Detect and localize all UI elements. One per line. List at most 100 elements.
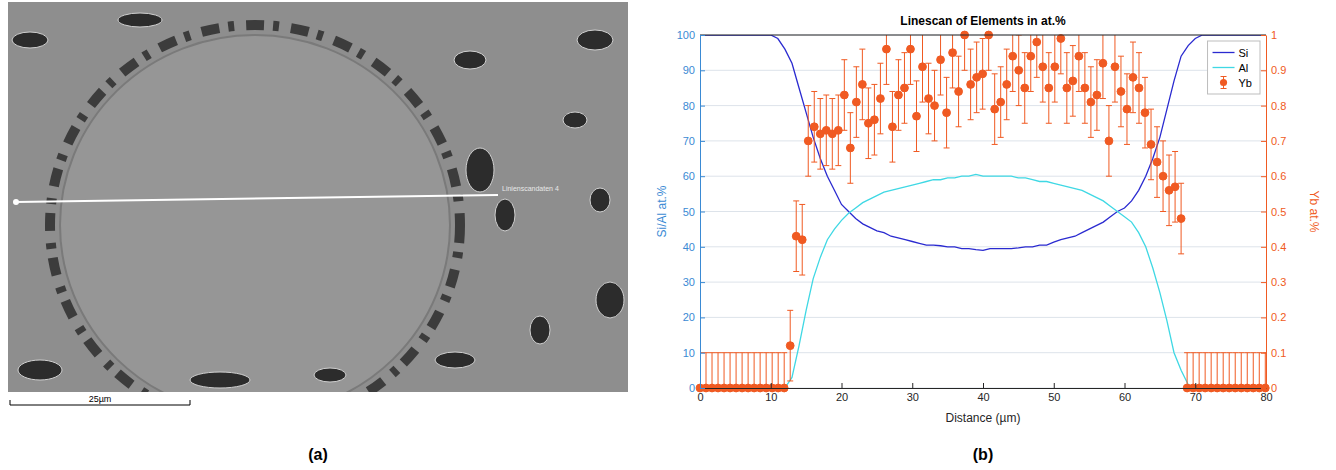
y2-axis-tick-label: 0.9 xyxy=(1271,64,1286,76)
error-bar xyxy=(835,95,841,166)
grid-line xyxy=(700,282,1266,283)
data-point xyxy=(979,70,987,78)
error-bar xyxy=(926,63,932,134)
error-bar xyxy=(913,81,919,152)
error-bar xyxy=(763,353,769,388)
error-bar xyxy=(1208,353,1214,388)
x-axis-tick-mark xyxy=(842,383,843,388)
error-bar xyxy=(1196,353,1202,388)
error-bar xyxy=(733,353,739,388)
error-bar xyxy=(1148,109,1154,180)
x-axis-tick-mark xyxy=(1195,383,1196,388)
error-bar xyxy=(775,353,781,388)
pore xyxy=(314,368,346,382)
plot-background xyxy=(700,35,1266,388)
y-axis-tick-mark xyxy=(700,247,705,248)
pore xyxy=(563,112,587,128)
y-axis-tick: 80 xyxy=(683,100,705,112)
y2-axis-tick: 0.6 xyxy=(1261,170,1286,182)
y2-axis-tick: 0.8 xyxy=(1261,100,1286,112)
error-bar xyxy=(1004,49,1010,120)
data-point xyxy=(997,98,1005,106)
error-bar xyxy=(1160,141,1166,212)
data-point xyxy=(889,123,897,131)
pore xyxy=(18,360,62,380)
error-bar xyxy=(871,84,877,155)
data-point xyxy=(931,102,939,110)
data-point xyxy=(1057,35,1065,43)
error-bar xyxy=(1178,183,1184,254)
y2-axis-line xyxy=(1266,36,1267,389)
legend-label: Al xyxy=(1239,62,1249,74)
legend-swatch xyxy=(1213,67,1235,68)
pore xyxy=(590,188,610,212)
y2-axis-tick-label: 0.7 xyxy=(1271,135,1286,147)
y2-axis-tick: 0.1 xyxy=(1261,347,1286,359)
error-bar xyxy=(889,91,895,162)
error-bar xyxy=(1220,353,1226,388)
error-bar xyxy=(715,353,721,388)
data-point xyxy=(1039,63,1047,71)
y2-axis-tick-mark xyxy=(1261,176,1266,177)
x-axis-tick: 60 xyxy=(1119,383,1131,403)
pore xyxy=(577,30,613,50)
grain xyxy=(60,35,450,392)
error-bar xyxy=(1052,35,1058,102)
y2-axis-tick-label: 0.4 xyxy=(1271,241,1286,253)
chart-title: Linescan of Elements in at.% xyxy=(900,14,1066,28)
plot-frame-top xyxy=(700,35,1266,36)
scale-bar-label: 25µm xyxy=(89,394,112,404)
x-axis-tick-mark xyxy=(912,383,913,388)
error-bar xyxy=(1082,53,1088,124)
y2-axis-tick: 0.7 xyxy=(1261,135,1286,147)
x-axis-tick-label: 40 xyxy=(977,391,989,403)
x-axis-line xyxy=(701,388,1267,389)
y2-axis-tick-label: 0 xyxy=(1271,382,1277,394)
x-axis-tick-mark xyxy=(1125,383,1126,388)
y-axis-tick: 40 xyxy=(683,241,705,253)
data-point xyxy=(925,95,933,103)
pore xyxy=(190,372,250,388)
error-bar xyxy=(1016,35,1022,106)
x-axis-tick-mark xyxy=(771,383,772,388)
y-axis-tick: 20 xyxy=(683,311,705,323)
error-bar xyxy=(745,353,751,388)
y-axis-tick-mark xyxy=(700,70,705,71)
scan-line xyxy=(16,195,498,202)
pore xyxy=(495,199,515,231)
y-axis-tick-mark xyxy=(700,353,705,354)
x-axis-tick-mark xyxy=(983,383,984,388)
legend-box xyxy=(1208,41,1260,94)
data-point xyxy=(786,342,794,350)
x-axis-tick: 20 xyxy=(836,383,848,403)
data-point xyxy=(901,84,909,92)
x-axis-tick-mark xyxy=(1054,383,1055,388)
y-axis-tick-mark xyxy=(700,176,705,177)
data-point xyxy=(937,56,945,64)
x-axis-tick: 30 xyxy=(907,383,919,403)
data-point xyxy=(1093,91,1101,99)
error-bar xyxy=(968,49,974,120)
y-axis-tick: 100 xyxy=(677,29,705,41)
error-bar xyxy=(980,39,986,110)
y2-axis-tick-mark xyxy=(1261,247,1266,248)
y-axis-tick-mark xyxy=(700,106,705,107)
pore xyxy=(466,148,494,192)
error-bar xyxy=(1256,353,1262,388)
error-bar xyxy=(932,70,938,141)
error-bar xyxy=(811,91,817,162)
y2-axis-tick-mark xyxy=(1261,353,1266,354)
y2-axis-tick-label: 0.6 xyxy=(1271,170,1286,182)
panel-label: (b) xyxy=(973,446,993,463)
data-point xyxy=(1069,77,1077,85)
x-axis-tick: 10 xyxy=(765,383,777,403)
data-point xyxy=(895,91,903,99)
x-axis-tick: 70 xyxy=(1190,383,1202,403)
data-point xyxy=(967,81,975,89)
data-point xyxy=(907,45,915,53)
legend: SiAlYb xyxy=(1208,41,1260,94)
x-axis-tick: 40 xyxy=(977,383,989,403)
y-axis-title: Si/Al at.% xyxy=(655,185,669,237)
error-bar xyxy=(1040,35,1046,102)
y-axis-tick-label: 50 xyxy=(683,206,695,218)
